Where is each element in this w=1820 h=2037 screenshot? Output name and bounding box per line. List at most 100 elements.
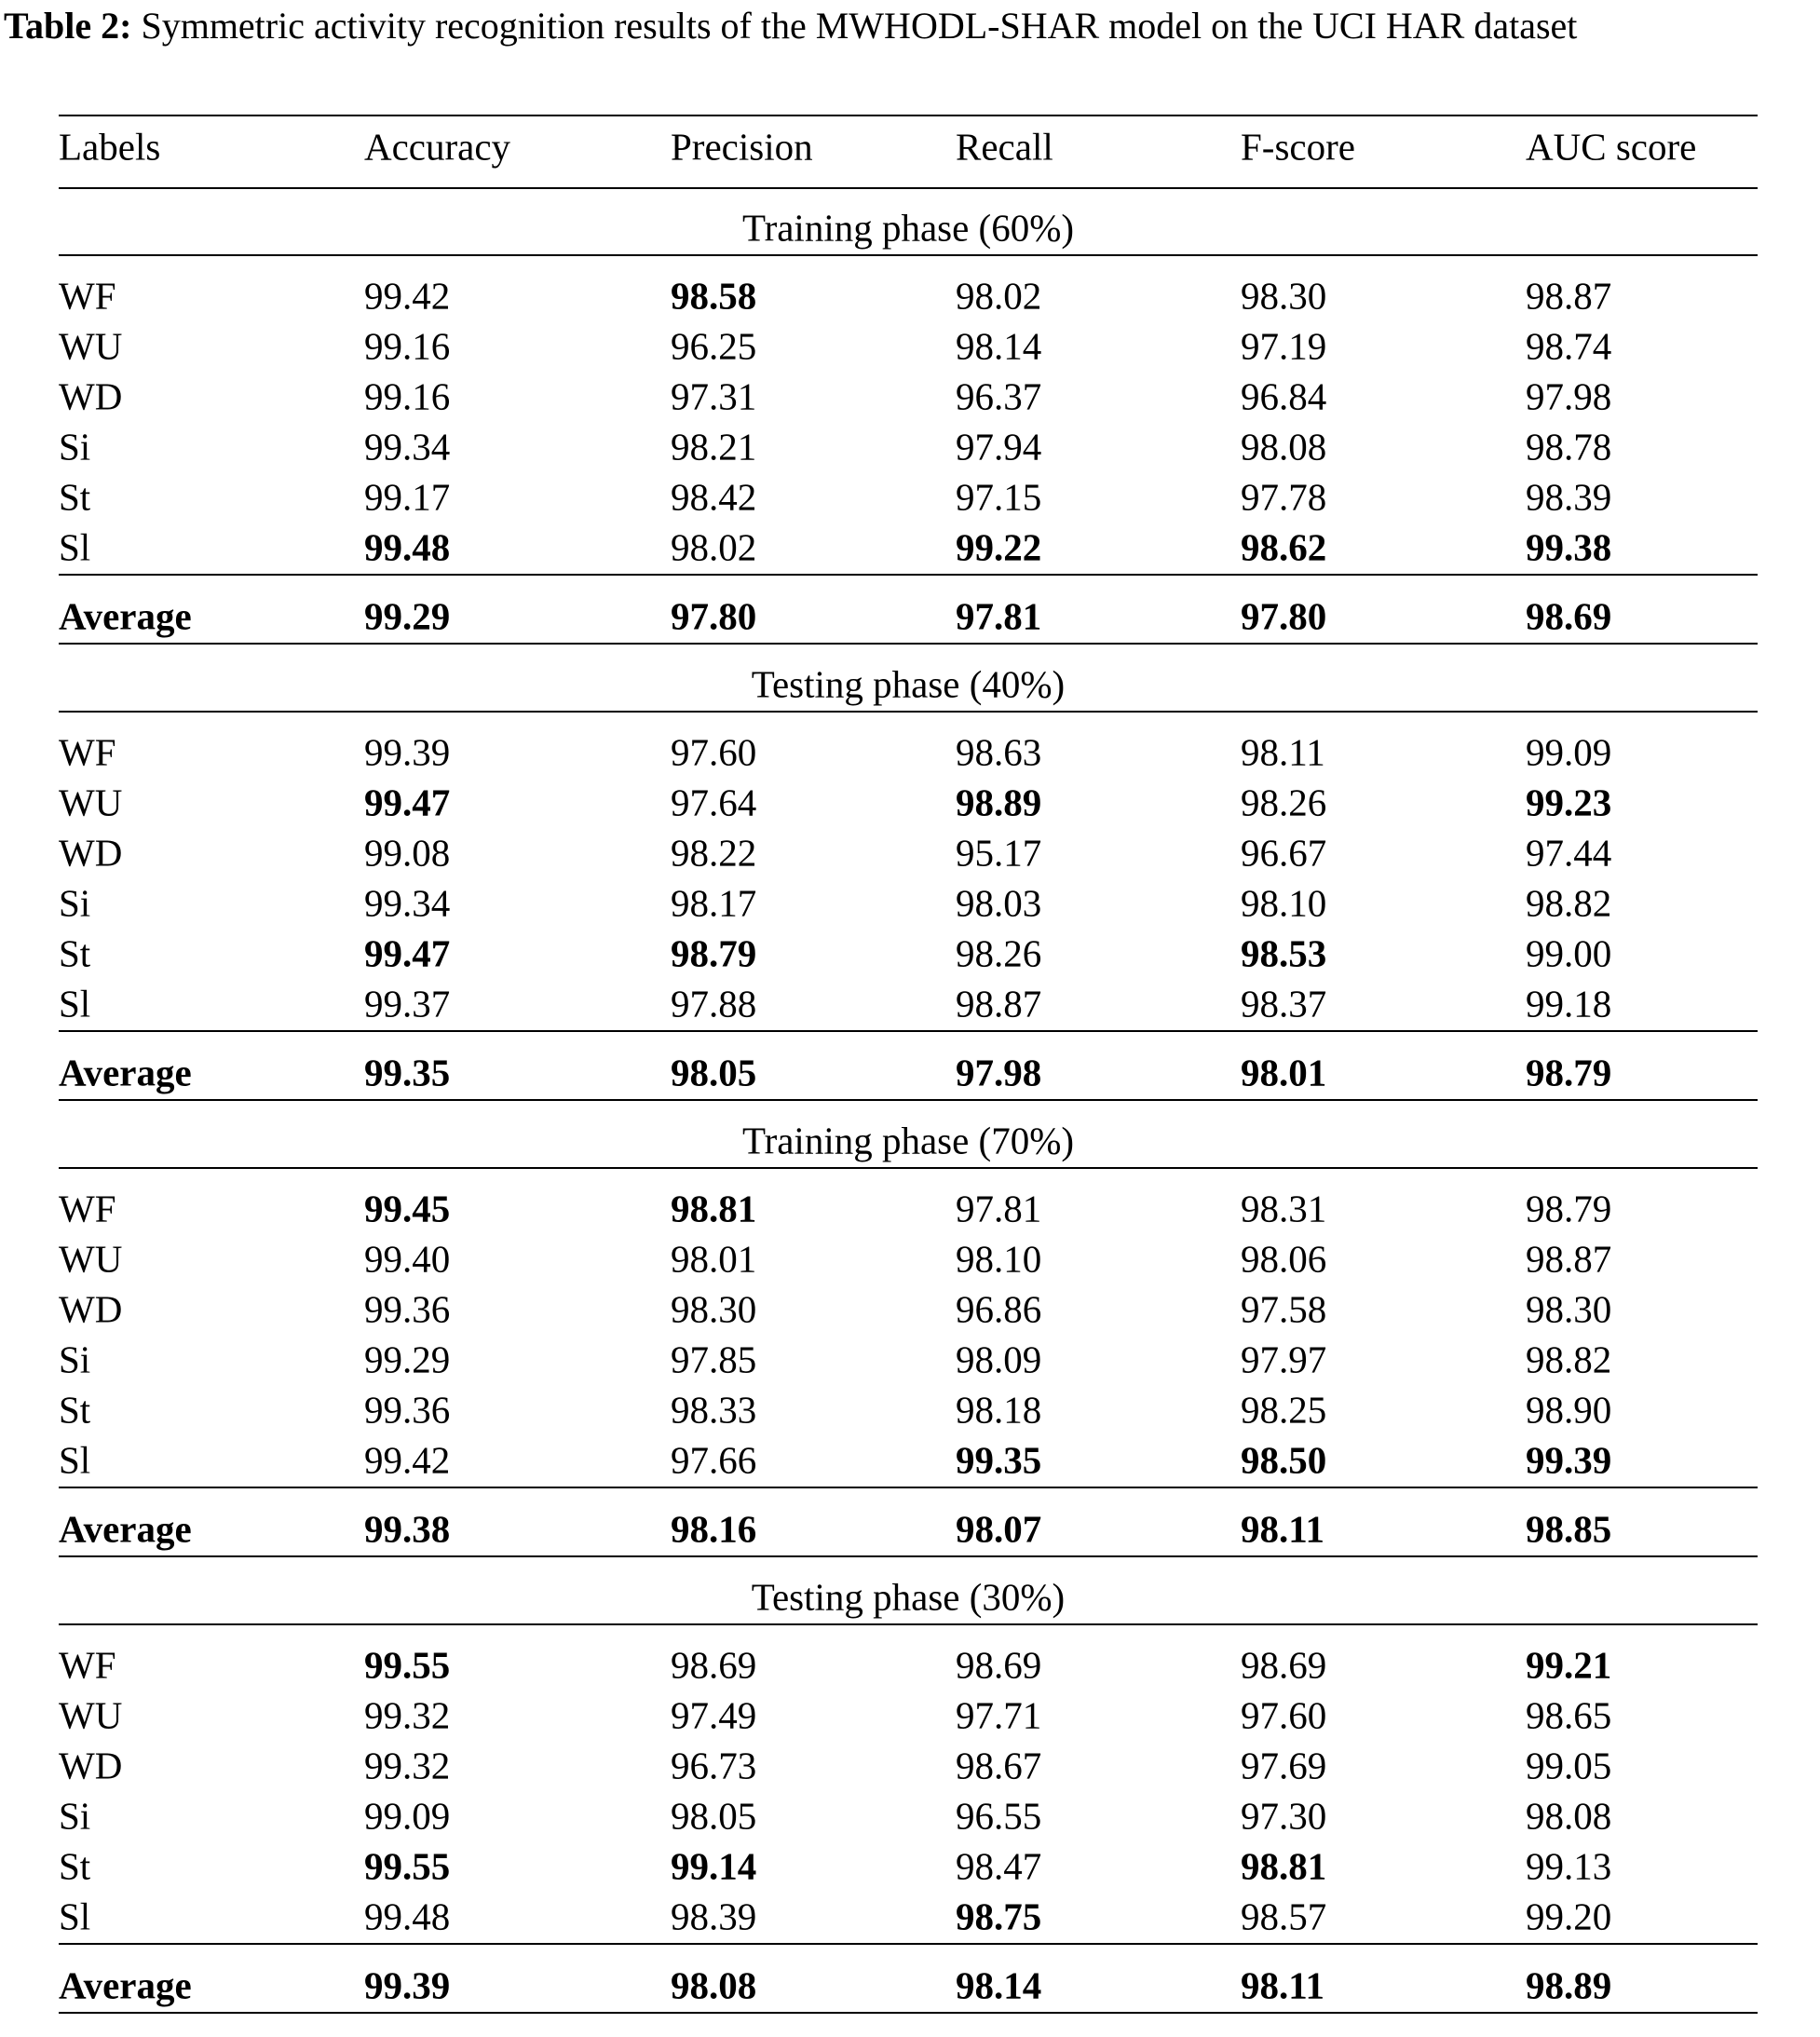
value-cell: 98.42 [671, 475, 757, 519]
table-rule [59, 1623, 1758, 1625]
value-cell: 98.25 [1241, 1388, 1327, 1432]
average-value: 98.85 [1526, 1507, 1612, 1551]
value-cell: 96.37 [956, 374, 1042, 418]
table-rule [59, 2012, 1758, 2014]
section-title: Training phase (60%) [741, 206, 1075, 250]
value-cell: 98.69 [671, 1643, 757, 1687]
value-cell: 98.58 [671, 274, 757, 318]
average-value: 98.07 [956, 1507, 1042, 1551]
value-cell: 99.55 [364, 1643, 451, 1687]
row-label: St [59, 1844, 91, 1888]
average-label: Average [59, 1507, 192, 1551]
value-cell: 98.65 [1526, 1693, 1612, 1737]
value-cell: 99.39 [1526, 1438, 1612, 1482]
row-label: WD [59, 1287, 123, 1331]
value-cell: 99.20 [1526, 1894, 1612, 1938]
value-cell: 98.30 [671, 1287, 757, 1331]
value-cell: 97.44 [1526, 831, 1612, 875]
table-rule [59, 711, 1758, 713]
caption-label: Table 2: [4, 5, 132, 47]
value-cell: 98.82 [1526, 881, 1612, 925]
value-cell: 99.42 [364, 274, 451, 318]
value-cell: 99.42 [364, 1438, 451, 1482]
value-cell: 97.85 [671, 1338, 757, 1381]
row-label: Si [59, 881, 91, 925]
value-cell: 98.33 [671, 1388, 757, 1432]
value-cell: 98.53 [1241, 931, 1327, 975]
value-cell: 98.74 [1526, 324, 1612, 368]
value-cell: 98.10 [1241, 881, 1327, 925]
value-cell: 98.09 [956, 1338, 1042, 1381]
caption-text: Symmetric activity recognition results o… [141, 5, 1578, 47]
row-label: WF [59, 1187, 116, 1230]
average-value: 97.80 [1241, 594, 1327, 638]
table-rule [59, 643, 1758, 645]
value-cell: 98.03 [956, 881, 1042, 925]
average-value: 99.39 [364, 1963, 451, 2007]
value-cell: 98.81 [1241, 1844, 1327, 1888]
average-value: 98.08 [671, 1963, 757, 2007]
value-cell: 99.45 [364, 1187, 451, 1230]
value-cell: 99.48 [364, 525, 451, 569]
value-cell: 98.06 [1241, 1237, 1327, 1281]
value-cell: 97.60 [1241, 1693, 1327, 1737]
section-title: Testing phase (40%) [751, 662, 1066, 706]
value-cell: 98.26 [956, 931, 1042, 975]
value-cell: 99.36 [364, 1287, 451, 1331]
value-cell: 98.47 [956, 1844, 1042, 1888]
row-label: WF [59, 274, 116, 318]
average-value: 98.16 [671, 1507, 757, 1551]
value-cell: 98.30 [1241, 274, 1327, 318]
value-cell: 99.37 [364, 982, 451, 1025]
value-cell: 97.97 [1241, 1338, 1327, 1381]
value-cell: 97.60 [671, 730, 757, 774]
header-cell: F-score [1241, 125, 1355, 169]
table-rule [59, 1943, 1758, 1945]
row-label: Sl [59, 1894, 91, 1938]
average-label: Average [59, 594, 192, 638]
value-cell: 99.09 [1526, 730, 1612, 774]
value-cell: 98.02 [671, 525, 757, 569]
average-label: Average [59, 1963, 192, 2007]
row-label: WD [59, 831, 123, 875]
value-cell: 99.05 [1526, 1744, 1612, 1787]
value-cell: 98.87 [1526, 1237, 1612, 1281]
value-cell: 98.81 [671, 1187, 757, 1230]
value-cell: 98.37 [1241, 982, 1327, 1025]
header-cell: Precision [671, 125, 813, 169]
value-cell: 99.47 [364, 781, 451, 824]
value-cell: 97.94 [956, 425, 1042, 469]
header-cell: AUC score [1526, 125, 1697, 169]
average-value: 98.14 [956, 1963, 1042, 2007]
value-cell: 96.55 [956, 1794, 1042, 1838]
value-cell: 98.11 [1241, 730, 1325, 774]
section-title: Testing phase (30%) [751, 1575, 1066, 1619]
value-cell: 98.02 [956, 274, 1042, 318]
row-label: WD [59, 374, 123, 418]
average-value: 98.89 [1526, 1963, 1612, 2007]
value-cell: 99.13 [1526, 1844, 1612, 1888]
value-cell: 98.67 [956, 1744, 1042, 1787]
value-cell: 99.47 [364, 931, 451, 975]
value-cell: 98.50 [1241, 1438, 1327, 1482]
row-label: Sl [59, 982, 91, 1025]
average-value: 98.11 [1241, 1507, 1324, 1551]
value-cell: 97.88 [671, 982, 757, 1025]
value-cell: 98.79 [1526, 1187, 1612, 1230]
average-value: 98.69 [1526, 594, 1612, 638]
value-cell: 97.15 [956, 475, 1042, 519]
table-rule [59, 254, 1758, 256]
value-cell: 98.57 [1241, 1894, 1327, 1938]
value-cell: 99.21 [1526, 1643, 1612, 1687]
value-cell: 98.63 [956, 730, 1042, 774]
value-cell: 98.22 [671, 831, 757, 875]
row-label: WU [59, 324, 123, 368]
value-cell: 99.22 [956, 525, 1042, 569]
table-rule [59, 187, 1758, 189]
value-cell: 95.17 [956, 831, 1042, 875]
value-cell: 99.48 [364, 1894, 451, 1938]
average-value: 98.79 [1526, 1051, 1612, 1094]
header-cell: Accuracy [364, 125, 511, 169]
value-cell: 97.64 [671, 781, 757, 824]
